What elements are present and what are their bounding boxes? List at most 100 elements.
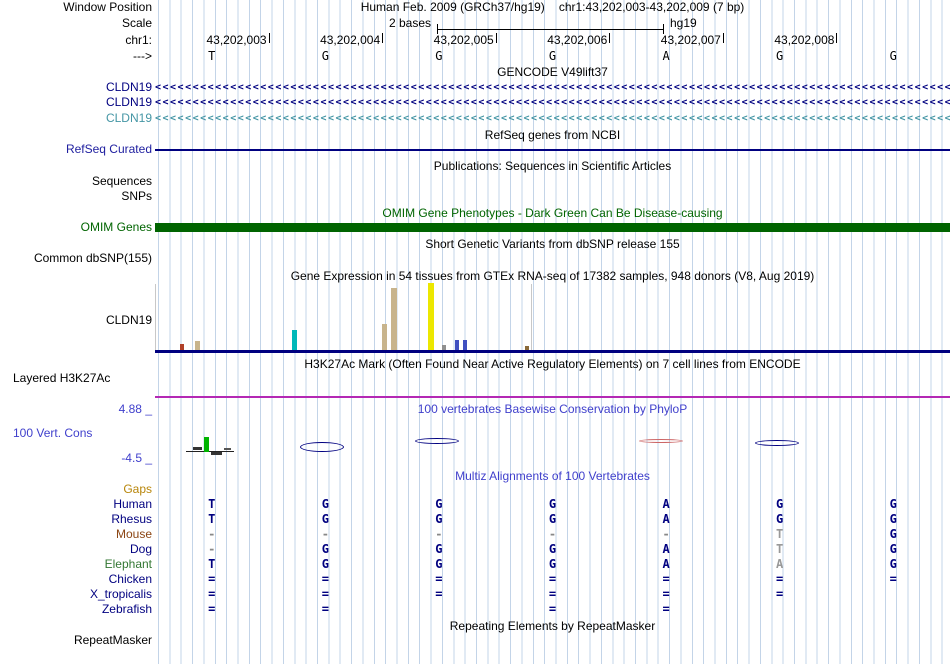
alignment-base: G xyxy=(889,527,897,541)
alignment-base: T xyxy=(776,527,784,541)
omim-title: OMIM Gene Phenotypes - Dark Green Can Be… xyxy=(382,206,723,220)
ruler-base: A xyxy=(662,49,670,63)
gtex-bar xyxy=(382,324,387,350)
alignment-base: = xyxy=(889,572,897,586)
coordinate-tick xyxy=(609,33,611,43)
gtex-gene-label[interactable]: CLDN19 xyxy=(105,313,152,327)
species-label-human[interactable]: Human xyxy=(113,497,152,511)
alignment-base: A xyxy=(776,557,784,571)
alignment-base: G xyxy=(889,497,897,511)
conservation-mark xyxy=(415,438,459,444)
alignment-base: G xyxy=(321,497,329,511)
species-label-rhesus[interactable]: Rhesus xyxy=(111,512,152,526)
alignment-base: - xyxy=(662,527,670,541)
ruler-base: G xyxy=(321,49,329,63)
gtex-bar xyxy=(525,346,529,350)
gtex-title: Gene Expression in 54 tissues from GTEx … xyxy=(290,269,815,283)
alignment-base: = xyxy=(435,572,443,586)
alignment-base: - xyxy=(435,527,443,541)
h3k27ac-label[interactable]: Layered H3K27Ac xyxy=(13,371,111,385)
alignment-base: G xyxy=(435,497,443,511)
conservation-mark xyxy=(300,442,344,452)
gtex-bar xyxy=(463,340,467,350)
h3k27ac-title: H3K27Ac Mark (Often Found Near Active Re… xyxy=(304,357,801,371)
gene-label-cldn19-3[interactable]: CLDN19 xyxy=(105,111,152,125)
gaps-label[interactable]: Gaps xyxy=(123,482,152,496)
alignment-base: G xyxy=(435,542,443,556)
alignment-base: G xyxy=(435,557,443,571)
alignment-base: G xyxy=(776,512,784,526)
alignment-base: G xyxy=(889,542,897,556)
ruler-base: G xyxy=(548,49,557,63)
gene-arrow-line[interactable]: <<<<<<<<<<<<<<<<<<<<<<<<<<<<<<<<<<<<<<<<… xyxy=(155,113,950,124)
conservation-mark xyxy=(755,440,799,446)
refseq-gene-line[interactable] xyxy=(155,149,950,151)
omim-genes-label[interactable]: OMIM Genes xyxy=(80,220,152,234)
alignment-base: = xyxy=(548,572,557,586)
gtex-bar xyxy=(180,344,184,350)
dbsnp-label[interactable]: Common dbSNP(155) xyxy=(33,251,152,265)
alignment-base: G xyxy=(548,497,557,511)
gtex-baseline xyxy=(155,350,950,353)
coordinate-label: 43,202,008 xyxy=(774,33,835,47)
alignment-base: G xyxy=(548,512,557,526)
alignment-base: A xyxy=(662,497,670,511)
alignment-base: G xyxy=(321,542,329,556)
omim-gene-bar[interactable] xyxy=(155,223,950,232)
gtex-plot-right-border xyxy=(531,284,532,350)
repeatmasker-title: Repeating Elements by RepeatMasker xyxy=(449,619,656,633)
alignment-base: = xyxy=(321,602,329,616)
species-label-elephant[interactable]: Elephant xyxy=(104,557,152,571)
alignment-base: = xyxy=(776,572,784,586)
gtex-bar xyxy=(428,283,434,350)
alignment-base: = xyxy=(321,572,329,586)
conservation-mark xyxy=(211,452,222,455)
coordinate-tick xyxy=(722,33,724,43)
alignment-base: = xyxy=(548,587,557,601)
strand-direction-label: ---> xyxy=(133,49,152,63)
cons-track-label[interactable]: 100 Vert. Cons xyxy=(13,426,93,440)
alignment-base: = xyxy=(662,587,670,601)
alignment-base: T xyxy=(776,542,784,556)
species-label-x_tropicalis[interactable]: X_tropicalis xyxy=(89,587,152,601)
coordinate-tick xyxy=(495,33,497,43)
gtex-bar xyxy=(391,288,397,350)
coordinate-tick xyxy=(382,33,384,43)
alignment-base: G xyxy=(889,557,897,571)
chrom-label: chr1: xyxy=(125,33,152,47)
scale-bar-left-tick xyxy=(437,24,438,34)
repeatmasker-label[interactable]: RepeatMasker xyxy=(73,633,152,647)
gene-arrow-line[interactable]: <<<<<<<<<<<<<<<<<<<<<<<<<<<<<<<<<<<<<<<<… xyxy=(155,82,950,93)
gtex-bar xyxy=(455,340,459,350)
gene-arrow-line[interactable]: <<<<<<<<<<<<<<<<<<<<<<<<<<<<<<<<<<<<<<<<… xyxy=(155,97,950,108)
refseq-title: RefSeq genes from NCBI xyxy=(484,128,621,142)
conservation-mark xyxy=(639,439,683,443)
alignment-base: = xyxy=(208,602,216,616)
multiz-title: Multiz Alignments of 100 Vertebrates xyxy=(455,469,650,483)
species-label-zebrafish[interactable]: Zebrafish xyxy=(101,602,152,616)
gene-label-cldn19-1[interactable]: CLDN19 xyxy=(105,80,152,94)
sequences-label[interactable]: Sequences xyxy=(91,174,152,188)
conservation-mark xyxy=(186,451,234,452)
alignment-base: A xyxy=(662,557,670,571)
gtex-bar xyxy=(195,341,200,350)
alignment-base: = xyxy=(662,572,670,586)
alignment-base: = xyxy=(208,572,216,586)
gene-label-cldn19-2[interactable]: CLDN19 xyxy=(105,95,152,109)
conservation-mark xyxy=(224,448,231,450)
alignment-base: = xyxy=(548,602,557,616)
coordinate-tick xyxy=(268,33,270,43)
alignment-base: - xyxy=(321,527,329,541)
ruler-base: G xyxy=(435,49,443,63)
phylop-title: 100 vertebrates Basewise Conservation by… xyxy=(417,402,688,416)
species-label-dog[interactable]: Dog xyxy=(129,542,152,556)
species-label-mouse[interactable]: Mouse xyxy=(115,527,152,541)
species-label-chicken[interactable]: Chicken xyxy=(108,572,152,586)
ruler-base: T xyxy=(208,49,216,63)
refseq-curated-label[interactable]: RefSeq Curated xyxy=(65,142,152,156)
scale-label: Scale xyxy=(121,16,152,30)
h3k27ac-signal-line xyxy=(155,396,950,398)
snps-label[interactable]: SNPs xyxy=(121,189,152,203)
alignment-base: = xyxy=(662,602,670,616)
grid-lines xyxy=(158,0,950,664)
